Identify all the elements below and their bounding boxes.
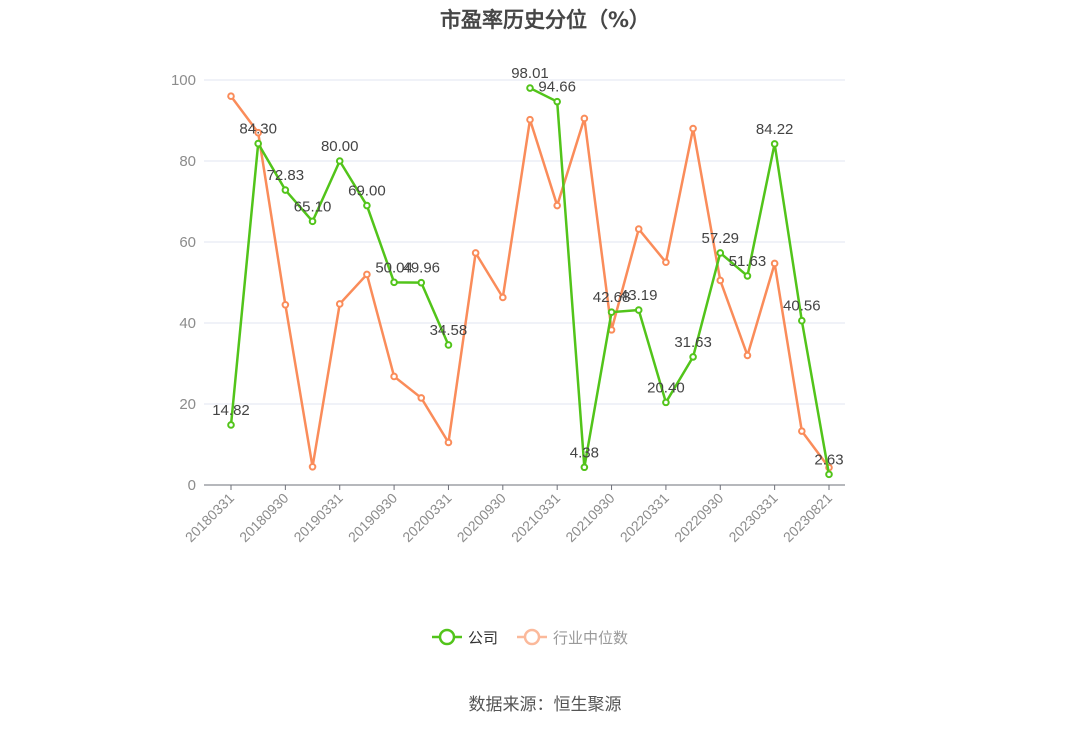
x-tick-label: 20220331	[617, 490, 673, 546]
y-tick-label: 80	[179, 153, 196, 170]
series-industry-median	[227, 92, 833, 472]
data-point	[716, 249, 725, 257]
data-label: 98.01	[511, 65, 549, 82]
legend-item-company[interactable]: 公司	[432, 628, 498, 647]
x-tick-label: 20190331	[290, 490, 346, 546]
data-point	[417, 278, 426, 287]
x-tick-label: 20230821	[780, 490, 836, 546]
data-point	[580, 114, 589, 123]
data-point	[580, 463, 589, 472]
data-point	[798, 427, 806, 435]
x-tick-label: 20200331	[399, 490, 455, 546]
data-point	[743, 351, 752, 360]
data-point	[553, 97, 561, 106]
data-point	[417, 394, 426, 402]
data-point	[363, 270, 371, 279]
data-point	[662, 258, 670, 267]
x-tick-label: 20210930	[562, 490, 618, 546]
data-label: 65.10	[294, 198, 332, 215]
data-label: 4.38	[570, 444, 599, 461]
data-point	[390, 278, 398, 287]
chart-title: 市盈率历史分位（%）	[439, 8, 651, 32]
data-point	[825, 470, 833, 479]
data-label: 14.82	[212, 402, 250, 419]
data-point	[363, 201, 371, 210]
data-point	[254, 139, 262, 148]
data-point	[689, 353, 697, 361]
data-label: 84.22	[756, 121, 794, 138]
legend-circle-icon	[438, 628, 456, 646]
data-point	[281, 186, 290, 194]
data-point	[308, 217, 317, 226]
data-label: 42.68	[593, 289, 631, 306]
data-point	[281, 300, 290, 309]
legend-label: 行业中位数	[553, 630, 628, 647]
data-point	[390, 372, 398, 381]
data-label: 94.66	[538, 79, 576, 96]
y-tick-label: 40	[179, 315, 196, 332]
x-tick-label: 20200930	[454, 490, 510, 546]
data-point	[227, 92, 235, 100]
data-source: 数据来源：恒生聚源	[468, 695, 622, 715]
data-point	[444, 438, 453, 447]
data-label: 2.63	[814, 451, 843, 468]
data-point	[444, 341, 453, 349]
data-point	[471, 249, 480, 257]
legend-label: 公司	[468, 630, 498, 647]
data-point	[634, 306, 643, 314]
data-label: 80.00	[321, 138, 359, 155]
data-point	[607, 308, 616, 316]
data-point	[308, 462, 317, 471]
data-label: 43.19	[620, 287, 658, 304]
data-point	[499, 293, 507, 302]
x-tick-label: 20230331	[725, 490, 781, 546]
data-point	[553, 201, 561, 210]
y-tick-label: 60	[179, 234, 196, 251]
data-point	[335, 157, 344, 165]
legend-circle-icon	[523, 628, 541, 646]
series-line	[529, 86, 831, 475]
data-point	[743, 272, 752, 280]
x-tick-label: 20180930	[236, 490, 292, 546]
data-point	[662, 398, 670, 407]
data-point	[770, 140, 779, 148]
data-label: 20.40	[647, 379, 685, 396]
data-label: 49.96	[402, 260, 440, 277]
data-point	[716, 276, 725, 285]
data-point	[335, 300, 344, 308]
data-point	[526, 115, 534, 124]
data-point	[634, 225, 643, 233]
y-tick-label: 20	[179, 396, 196, 413]
data-label: 50.04	[375, 259, 413, 276]
data-point	[254, 128, 262, 137]
data-label: 72.83	[267, 167, 305, 184]
data-point	[526, 84, 534, 92]
x-tick-label: 20210331	[508, 490, 564, 546]
x-tick-label: 20180331	[182, 490, 238, 546]
data-label: 51.63	[729, 253, 767, 270]
data-label: 84.30	[239, 121, 277, 138]
y-tick-label: 100	[171, 72, 196, 89]
data-label: 31.63	[674, 334, 712, 351]
data-point	[770, 259, 779, 268]
data-point	[689, 124, 697, 133]
data-label: 57.29	[701, 230, 739, 247]
x-tick-label: 20190930	[345, 490, 401, 546]
x-tick-label: 20220930	[671, 490, 727, 546]
series-line	[229, 139, 450, 426]
data-label: 69.00	[348, 183, 386, 200]
data-label: 40.56	[783, 298, 821, 315]
data-label: 34.58	[430, 322, 468, 339]
legend-item-industry-median[interactable]: 行业中位数	[517, 628, 628, 647]
data-point	[227, 421, 235, 429]
legend: 公司 行业中位数	[432, 628, 628, 647]
data-point	[798, 316, 806, 325]
series-company: 14.82 84.30 72.83 65.10 80.00 69.00 50.0449.96…	[212, 65, 844, 479]
y-tick-label: 0	[188, 477, 196, 494]
